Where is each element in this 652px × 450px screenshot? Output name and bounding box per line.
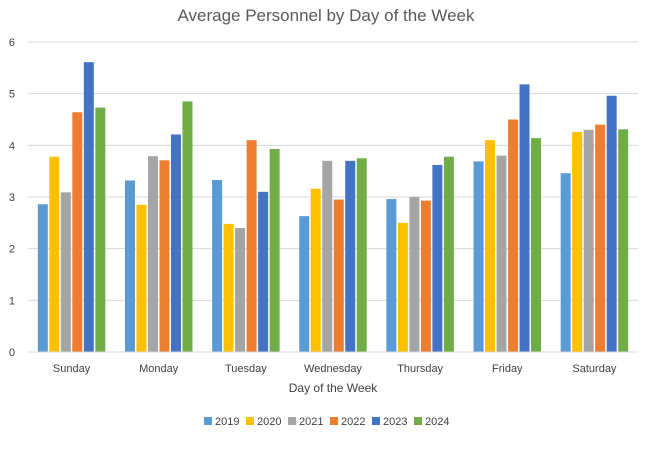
legend-swatch	[372, 417, 380, 425]
legend-swatch	[204, 417, 212, 425]
legend-label: 2019	[215, 416, 239, 428]
bar-2020-thursday	[397, 222, 408, 352]
y-tick-label: 5	[9, 89, 15, 101]
bar-2020-sunday	[49, 156, 60, 352]
x-tick-label: Tuesday	[225, 363, 267, 375]
bar-2024-friday	[531, 138, 542, 352]
bars	[37, 62, 629, 353]
bar-2023-sunday	[83, 62, 94, 353]
bar-2024-tuesday	[269, 148, 280, 352]
bar-2019-monday	[124, 180, 135, 352]
y-tick-label: 6	[9, 37, 15, 49]
bar-2024-thursday	[443, 156, 454, 352]
bar-2022-wednesday	[333, 199, 344, 352]
y-tick-label: 3	[9, 192, 15, 204]
bar-2024-saturday	[618, 129, 629, 352]
bar-2024-sunday	[95, 107, 106, 352]
chart-title: Average Personnel by Day of the Week	[177, 6, 475, 25]
bar-2022-saturday	[595, 124, 606, 353]
y-axis-ticks: 0 1 2 3 4 5 6	[9, 37, 15, 359]
bar-2019-saturday	[560, 173, 571, 352]
bar-2019-sunday	[37, 204, 48, 352]
bar-2022-sunday	[72, 112, 83, 353]
bar-2019-wednesday	[299, 216, 310, 352]
bar-2021-saturday	[583, 129, 594, 352]
legend-label: 2023	[383, 416, 407, 428]
bar-2022-monday	[159, 160, 170, 352]
bar-2022-tuesday	[246, 140, 257, 352]
bar-2023-thursday	[432, 164, 443, 352]
bar-2023-monday	[170, 134, 181, 352]
bar-2021-tuesday	[235, 228, 246, 352]
x-tick-label: Wednesday	[304, 363, 362, 375]
bar-2021-thursday	[409, 197, 420, 352]
legend-swatch	[414, 417, 422, 425]
legend-swatch	[288, 417, 296, 425]
bar-2019-thursday	[386, 199, 397, 352]
bar-2021-wednesday	[322, 160, 333, 352]
gridlines	[28, 41, 638, 301]
bar-2020-tuesday	[223, 223, 234, 352]
legend-label: 2024	[425, 416, 449, 428]
bar-2023-wednesday	[345, 160, 356, 352]
x-tick-label: Friday	[492, 363, 523, 375]
bar-2020-saturday	[572, 131, 583, 352]
y-tick-label: 4	[9, 140, 15, 152]
x-tick-label: Saturday	[572, 363, 617, 375]
x-tick-label: Sunday	[53, 363, 91, 375]
legend-label: 2020	[257, 416, 281, 428]
legend-label: 2021	[299, 416, 323, 428]
bar-2022-friday	[508, 119, 519, 352]
legend: 2019 2020 2021 2022 2023 2024	[204, 416, 449, 428]
bar-2020-monday	[136, 204, 147, 352]
x-tick-label: Thursday	[397, 363, 443, 375]
bar-2023-saturday	[606, 95, 617, 352]
x-axis-label: Day of the Week	[289, 381, 378, 395]
legend-swatch	[330, 417, 338, 425]
bar-2023-friday	[519, 84, 530, 352]
bar-2021-monday	[147, 156, 158, 352]
bar-2021-sunday	[60, 192, 71, 352]
bar-2023-tuesday	[258, 191, 269, 352]
bar-2020-friday	[485, 140, 496, 352]
bar-2022-thursday	[420, 200, 431, 352]
y-tick-label: 1	[9, 295, 15, 307]
bar-2019-tuesday	[212, 179, 223, 352]
x-tick-label: Monday	[139, 363, 179, 375]
x-axis-ticks: Sunday Monday Tuesday Wednesday Thursday Frid…	[53, 363, 617, 375]
bar-2024-monday	[182, 101, 193, 353]
bar-2021-friday	[496, 155, 507, 352]
legend-swatch	[246, 417, 254, 425]
y-tick-label: 0	[9, 347, 15, 359]
legend-label: 2022	[341, 416, 365, 428]
bar-2024-wednesday	[356, 158, 367, 352]
y-tick-label: 2	[9, 244, 15, 256]
bar-2020-wednesday	[310, 188, 321, 352]
bar-2019-friday	[473, 161, 484, 352]
